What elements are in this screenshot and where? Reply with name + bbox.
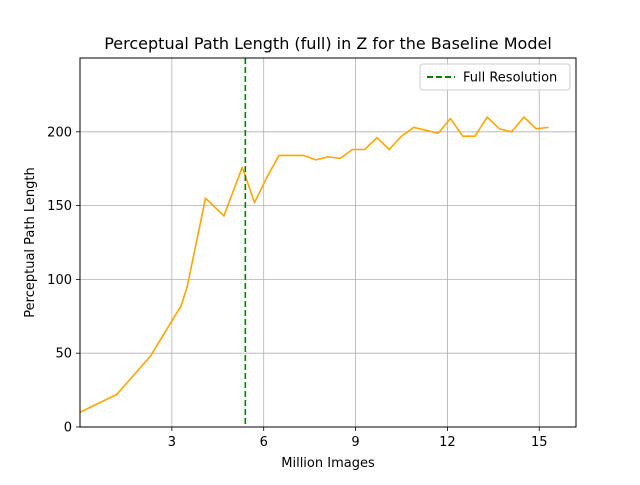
y-tick-label-0: 0	[64, 421, 72, 436]
y-tick-label-100: 100	[47, 273, 72, 288]
x-tick-label-3: 3	[168, 435, 176, 450]
legend-label-full-resolution: Full Resolution	[463, 71, 557, 86]
x-tick-label-9: 9	[351, 435, 359, 450]
x-tick-label-12: 12	[439, 435, 456, 450]
x-tick-label-15: 15	[531, 435, 548, 450]
y-axis-label: Perceptual Path Length	[23, 167, 38, 317]
x-tick-label-6: 6	[260, 435, 268, 450]
y-tick-label-50: 50	[55, 347, 72, 362]
y-tick-label-200: 200	[47, 125, 72, 140]
x-axis-label: Million Images	[281, 456, 375, 471]
y-tick-label-150: 150	[47, 199, 72, 214]
chart-title: Perceptual Path Length (full) in Z for t…	[104, 34, 552, 53]
legend: Full Resolution	[420, 64, 570, 90]
